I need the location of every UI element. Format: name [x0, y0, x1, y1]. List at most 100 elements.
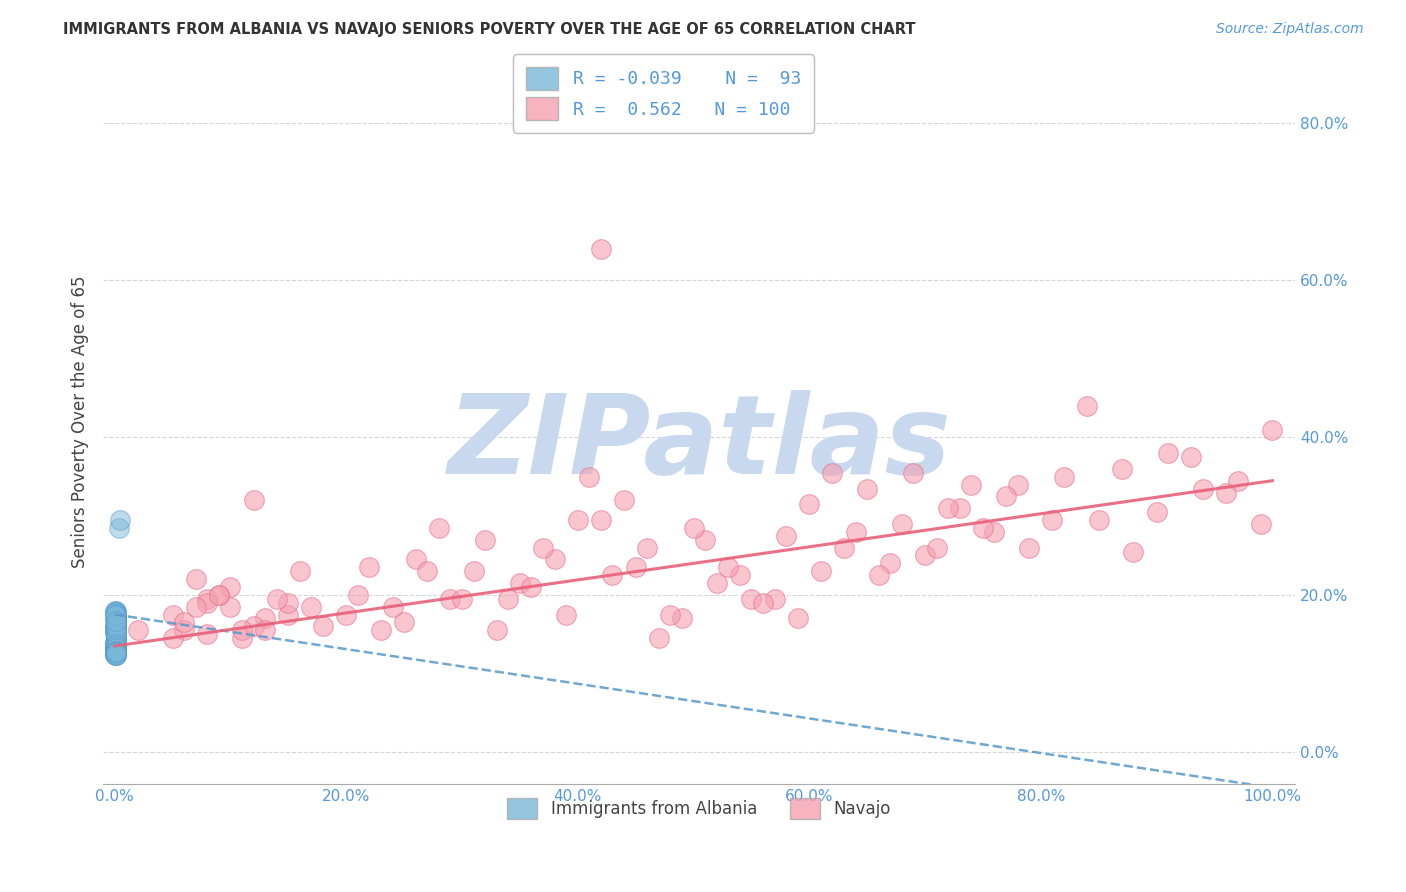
Point — [972, 521, 994, 535]
Point — [1192, 482, 1215, 496]
Point — [208, 588, 231, 602]
Point — [104, 645, 127, 659]
Text: Source: ZipAtlas.com: Source: ZipAtlas.com — [1216, 22, 1364, 37]
Point — [1226, 474, 1249, 488]
Y-axis label: Seniors Poverty Over the Age of 65: Seniors Poverty Over the Age of 65 — [72, 276, 89, 568]
Point — [682, 521, 704, 535]
Point — [104, 624, 127, 638]
Point — [301, 599, 323, 614]
Point — [359, 560, 381, 574]
Point — [104, 621, 127, 635]
Point — [903, 466, 925, 480]
Point — [589, 242, 612, 256]
Point — [104, 638, 127, 652]
Point — [648, 631, 671, 645]
Point — [104, 624, 127, 639]
Point — [104, 645, 127, 659]
Point — [104, 648, 127, 663]
Point — [104, 639, 127, 653]
Point — [104, 609, 127, 624]
Point — [277, 596, 299, 610]
Point — [1018, 541, 1040, 555]
Point — [485, 624, 508, 638]
Point — [832, 541, 855, 555]
Point — [1053, 469, 1076, 483]
Point — [845, 524, 868, 539]
Point — [543, 552, 565, 566]
Point — [104, 617, 127, 632]
Point — [242, 619, 264, 633]
Point — [613, 493, 636, 508]
Point — [104, 611, 127, 625]
Point — [810, 564, 832, 578]
Point — [312, 619, 335, 633]
Point — [416, 564, 439, 578]
Point — [1007, 477, 1029, 491]
Point — [821, 466, 844, 480]
Point — [104, 618, 127, 632]
Point — [1180, 450, 1202, 464]
Point — [104, 615, 127, 629]
Point — [219, 580, 242, 594]
Point — [104, 619, 127, 633]
Point — [104, 646, 127, 660]
Point — [104, 616, 127, 631]
Point — [104, 610, 127, 624]
Point — [104, 638, 127, 652]
Point — [104, 608, 127, 623]
Point — [474, 533, 496, 547]
Point — [104, 616, 127, 631]
Legend: Immigrants from Albania, Navajo: Immigrants from Albania, Navajo — [501, 791, 898, 826]
Point — [104, 605, 127, 619]
Point — [104, 637, 127, 651]
Point — [346, 588, 368, 602]
Point — [1250, 516, 1272, 531]
Point — [104, 603, 127, 617]
Point — [104, 631, 127, 645]
Point — [104, 613, 127, 627]
Point — [104, 640, 127, 655]
Point — [104, 615, 127, 630]
Point — [1040, 513, 1063, 527]
Point — [983, 524, 1005, 539]
Point — [451, 591, 474, 606]
Point — [555, 607, 578, 622]
Point — [104, 608, 127, 623]
Point — [706, 576, 728, 591]
Point — [104, 616, 127, 631]
Point — [104, 614, 127, 628]
Point — [693, 533, 716, 547]
Point — [1146, 505, 1168, 519]
Point — [786, 611, 808, 625]
Point — [104, 628, 127, 642]
Point — [1261, 423, 1284, 437]
Point — [104, 616, 127, 631]
Point — [104, 645, 127, 659]
Point — [624, 560, 647, 574]
Point — [104, 644, 127, 658]
Point — [104, 610, 127, 624]
Point — [104, 639, 127, 653]
Point — [381, 599, 404, 614]
Point — [392, 615, 415, 630]
Point — [1215, 485, 1237, 500]
Point — [775, 529, 797, 543]
Point — [659, 607, 682, 622]
Point — [717, 560, 740, 574]
Point — [104, 617, 127, 632]
Point — [104, 647, 127, 661]
Point — [567, 513, 589, 527]
Point — [104, 614, 127, 628]
Point — [740, 591, 762, 606]
Point — [173, 624, 195, 638]
Point — [1111, 462, 1133, 476]
Point — [520, 580, 543, 594]
Point — [879, 557, 901, 571]
Point — [104, 633, 127, 648]
Point — [104, 607, 127, 621]
Point — [925, 541, 948, 555]
Point — [104, 644, 127, 658]
Point — [104, 611, 127, 625]
Point — [127, 624, 149, 638]
Point — [242, 493, 264, 508]
